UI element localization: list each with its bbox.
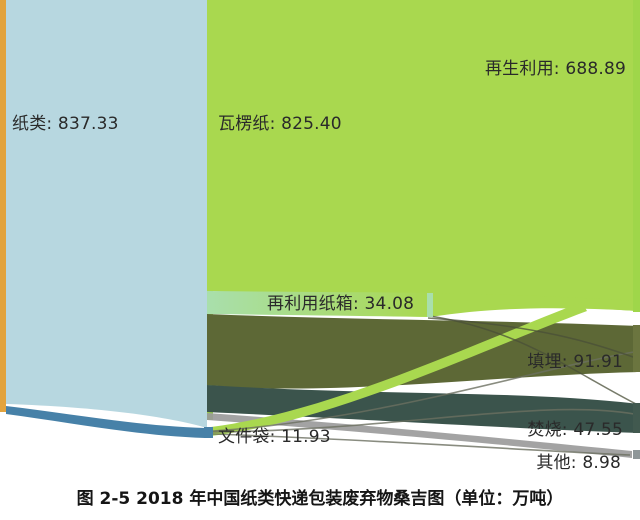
label-qita: 其他: 8.98 xyxy=(536,453,621,473)
link-zhilei-walengzhi xyxy=(6,0,207,428)
label-fenshao: 焚烧: 47.55 xyxy=(527,420,623,440)
label-zaishengliyong: 再生利用: 688.89 xyxy=(484,59,626,79)
label-zhilei: 纸类: 837.33 xyxy=(12,114,119,134)
node-zhilei xyxy=(0,0,6,412)
link-wenjiandai-zaishengliyong xyxy=(211,302,587,436)
link-walengzhi-zaishengliyong xyxy=(207,0,639,311)
link-walengzhi-zailiyongzhixiang xyxy=(207,291,430,317)
link-walengzhi-fenshao xyxy=(207,385,639,433)
label-tianmai: 填埋: 91.91 xyxy=(527,352,623,372)
node-tianmai xyxy=(633,325,640,372)
label-zailiyongzhixiang: 再利用纸箱: 34.08 xyxy=(267,294,415,314)
label-walengzhi: 瓦楞纸: 825.40 xyxy=(218,114,342,134)
link-wenjiandai-fenshao xyxy=(212,408,635,433)
link-wenjiandai-tianmai xyxy=(212,351,635,432)
link-zhilei-wenjiandai xyxy=(6,406,205,438)
sankey-canvas xyxy=(0,0,640,459)
node-fenshao xyxy=(633,403,640,433)
link-walengzhi-qita xyxy=(207,413,632,458)
crossing-strand-1 xyxy=(429,315,637,405)
link-wenjiandai-qita xyxy=(212,433,631,456)
node-qita xyxy=(633,450,640,459)
crossing-strand-2 xyxy=(427,317,637,359)
node-zaishengliyong xyxy=(633,0,640,312)
link-zailiyongzhixiang-zaishengliyong xyxy=(430,293,639,317)
label-wenjiandai: 文件袋: 11.93 xyxy=(218,427,331,447)
node-zailiyongzhixiang xyxy=(427,293,433,317)
node-wenjiandai xyxy=(204,427,213,438)
figure-caption: 图 2-5 2018 年中国纸类快递包装废弃物桑吉图（单位：万吨） xyxy=(76,489,564,509)
